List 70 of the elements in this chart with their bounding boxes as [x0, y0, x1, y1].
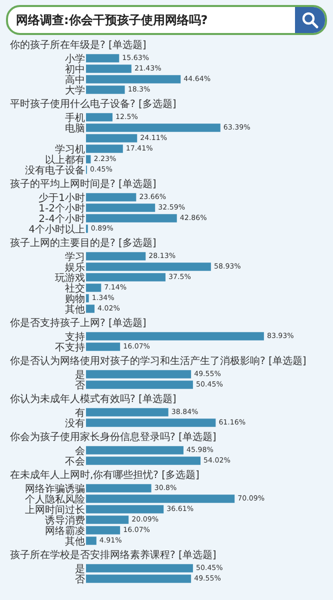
y-tick-label: 上网时间过长: [25, 504, 85, 516]
y-tick-label: 高中: [65, 74, 85, 86]
y-tick-label: 有: [75, 406, 85, 419]
y-tick-label: 没有: [65, 417, 85, 430]
chart-title: 在未成年人上网时,你有哪些担忧? [多选题]: [10, 469, 200, 481]
y-tick-label: 初中: [65, 63, 85, 76]
chart-title: 平时孩子使用什么电子设备? [多选题]: [10, 98, 176, 110]
chart-title: 孩子所在学校是否安排网络素养课程? [单选题]: [10, 549, 216, 561]
y-tick-label: 2-4个小时: [38, 212, 85, 225]
y-tick-label: 社交: [65, 282, 85, 294]
y-tick-label: 大学: [65, 84, 85, 96]
bar: [86, 134, 138, 142]
text: 网络调查:你会干预孩子使用网络吗?: [15, 12, 209, 28]
bar: [86, 144, 123, 153]
bar: [86, 155, 91, 164]
bar: [86, 204, 156, 212]
bar: [86, 124, 220, 132]
bar: [86, 54, 120, 62]
y-tick-label: 以上都有: [45, 154, 85, 166]
y-tick-label: 电脑: [65, 122, 85, 134]
bar: [86, 193, 136, 202]
y-tick-label: 手机: [65, 112, 85, 124]
y-tick-label: 4个小时以上: [28, 223, 85, 236]
bar: [86, 294, 89, 302]
y-tick-label: 不会: [65, 455, 85, 468]
y-tick-label: 否: [75, 380, 85, 392]
y-tick-label: 没有电子设备: [25, 164, 85, 176]
bar: [86, 86, 125, 94]
y-tick-label: 网络霸凌: [45, 524, 85, 537]
y-tick-label: 其他: [65, 303, 85, 316]
bar: [86, 262, 211, 271]
y-tick-label: 学习: [65, 250, 85, 263]
y-tick-label: 学习机: [55, 143, 85, 156]
y-tick-label: 会: [75, 444, 85, 457]
bar: [86, 304, 95, 313]
y-tick-label: 1-2个小时: [38, 202, 85, 214]
bar: [86, 484, 152, 492]
y-tick-label: 玩游戏: [55, 272, 85, 284]
bar: [86, 113, 112, 122]
y-tick-label: 不支持: [55, 341, 85, 354]
bar: [86, 214, 177, 222]
chart-title: 孩子上网的主要目的是? [多选题]: [10, 237, 156, 249]
y-tick-label: 个人隐私风险: [25, 493, 85, 506]
y-tick-label: 少于1小时: [38, 192, 85, 204]
y-tick-label: 网络诈骗诱骗: [25, 482, 85, 495]
y-tick-label: 诱导消费: [45, 514, 85, 526]
y-tick-label: 否: [75, 574, 85, 586]
chart-title: 你会为孩子使用家长身份信息登录吗? [单选题]: [10, 431, 216, 443]
y-tick-label: 支持: [65, 330, 85, 343]
bar: [86, 516, 129, 524]
bar: [86, 75, 181, 84]
bar: [86, 526, 120, 534]
y-tick-label: 是: [75, 564, 85, 575]
bar: [86, 252, 146, 260]
y-tick-label: 是: [75, 370, 85, 381]
y-tick-label: 娱乐: [65, 261, 85, 274]
chart-title: 孩子的平均上网时间是? [单选题]: [10, 178, 156, 190]
y-tick-label: 其他: [65, 535, 85, 548]
chart-title: 你认为未成年人模式有效吗? [单选题]: [10, 393, 176, 405]
bar: [86, 64, 132, 73]
y-tick-label: 购物: [65, 294, 85, 305]
bar: [86, 494, 235, 503]
chart-title: 你是否认为网络使用对孩子的学习和生活产生了消极影响? [单选题]: [10, 355, 306, 367]
bar: [86, 284, 102, 292]
bar: [86, 505, 164, 514]
y-tick-label: 小学: [65, 52, 85, 65]
chart-title: 你的孩子所在年级是? [单选题]: [10, 39, 146, 51]
bar: [86, 536, 96, 545]
bar: [86, 273, 166, 282]
chart-title: 你是否支持孩子上网? [单选题]: [10, 317, 146, 329]
